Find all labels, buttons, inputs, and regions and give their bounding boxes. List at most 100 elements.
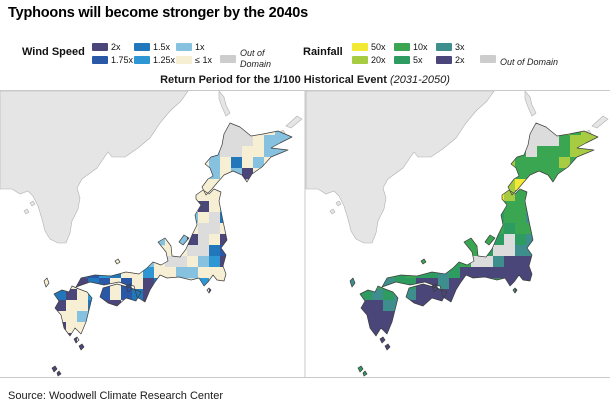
map-grid-cell [504, 201, 516, 213]
map-grid-cell [361, 300, 373, 312]
map-grid-cell [121, 278, 133, 290]
map-grid-cell [504, 190, 516, 202]
map-grid-cell [165, 245, 177, 257]
map-grid-cell [394, 300, 406, 312]
map-grid-cell [537, 124, 549, 136]
map-grid-cell [99, 300, 111, 312]
map-grid-cell [77, 333, 89, 345]
map-grid-cell [198, 278, 210, 290]
map-grid-cell [504, 278, 516, 290]
legend-rain-title: Rainfall [303, 46, 343, 58]
map-grid-cell [438, 300, 450, 312]
map-grid-cell [55, 366, 67, 376]
legend-label: 20x [371, 54, 386, 65]
map-grid-cell [526, 146, 538, 158]
map-grid-cell [581, 135, 593, 147]
map-grid-cell [526, 234, 538, 246]
map-grid-cell [526, 256, 538, 268]
map-grid-cell [110, 289, 122, 301]
map-grid-cell [526, 157, 538, 169]
map-grid-cell [253, 135, 265, 147]
map-grid-cell [198, 212, 210, 224]
map-grid-cell [515, 212, 527, 224]
map-grid-cell [198, 267, 210, 279]
legend-item-2x: 2x [436, 53, 478, 66]
map-grid-cell [416, 267, 428, 279]
subtitle-bold: Return Period for the 1/100 Historical E… [160, 74, 387, 86]
map-grid-cell [121, 267, 133, 279]
map-grid-cell [88, 267, 100, 279]
map-grid-cell [253, 146, 265, 158]
legend-wind-title: Wind Speed [22, 46, 85, 58]
legend-label: 50x [371, 41, 386, 52]
map-grid-cell [231, 168, 243, 180]
map-grid-cell [231, 124, 243, 136]
map-grid-cell [405, 267, 417, 279]
legend-swatch [92, 55, 108, 64]
map-grid-cell [592, 146, 598, 158]
map-grid-cell [99, 278, 111, 290]
map-grid-cell [66, 289, 78, 301]
map-grid-cell [231, 135, 243, 147]
map-grid-cell [504, 256, 516, 268]
map-grid-cell [242, 146, 254, 158]
map-grid-cell [198, 234, 210, 246]
map-grid-cell [482, 234, 494, 246]
map-grid-cell [526, 124, 538, 136]
map-grid-cell [515, 201, 527, 213]
map-grid-cell [372, 322, 384, 334]
map-grid-cell [99, 289, 111, 301]
map-grid-cell [405, 278, 417, 290]
legend-label: ≤ 1x [195, 54, 212, 65]
legend-swatch [176, 55, 192, 64]
map-grid-cell [187, 245, 199, 257]
map-grid-cell [209, 245, 221, 257]
map-grid-cell [493, 201, 505, 213]
map-grid-cell [515, 267, 527, 279]
map-grid-cell [515, 157, 527, 169]
map-grid-cell [515, 256, 527, 268]
map-grid-cell [482, 267, 494, 279]
map-grid-cell [209, 267, 221, 279]
map-grid-cell [548, 157, 560, 169]
legend-item-20x: 20x [352, 53, 394, 66]
map-grid-cell [209, 223, 221, 235]
map-grid-cell [361, 366, 373, 376]
map-grid-cell [493, 245, 505, 257]
map-grid-cell [559, 157, 571, 169]
map-grid-cell [416, 289, 428, 301]
map-grid-cell [581, 146, 593, 158]
map-grid-cell [526, 135, 538, 147]
map-grid-cell [187, 256, 199, 268]
legend-column: 50x 20x [352, 40, 394, 66]
legend-item-50x: 50x [352, 40, 394, 53]
map-grid-cell [471, 278, 483, 290]
map-grid-cell [77, 300, 89, 312]
map-grid-cell [165, 234, 177, 246]
legend-item-1x: 1x [176, 40, 218, 53]
legend-wind-items: 2x 1.75x 1.5x 1.25x 1x ≤ 1x [92, 40, 218, 66]
map-grid-cell [383, 333, 395, 345]
map-grid-cell [438, 278, 450, 290]
map-grid-cell [220, 157, 232, 169]
map-grid-cell [231, 146, 243, 158]
legend-label: 10x [413, 41, 428, 52]
legend-rain-items: 50x 20x 10x 5x 3x 2x [352, 40, 478, 66]
map-grid-cell [220, 124, 232, 136]
maps-panel [0, 90, 610, 378]
map-grid-cell [209, 157, 221, 169]
out-of-domain-swatch [480, 55, 496, 63]
map-grid-cell [504, 223, 516, 235]
map-grid-cell [504, 146, 516, 158]
map-grid-cell [198, 245, 210, 257]
map-grid-cell [548, 146, 560, 158]
legend-item-2x: 2x [92, 40, 134, 53]
map-grid-cell [253, 124, 265, 136]
map-grid-cell [154, 267, 166, 279]
map-grid-cell [570, 146, 582, 158]
map-grid-cell [405, 289, 417, 301]
map-grid-cell [493, 234, 505, 246]
legend-item-≤1x: ≤ 1x [176, 53, 218, 66]
map-grid-cell [559, 135, 571, 147]
legend-item-1.25x: 1.25x [134, 53, 176, 66]
